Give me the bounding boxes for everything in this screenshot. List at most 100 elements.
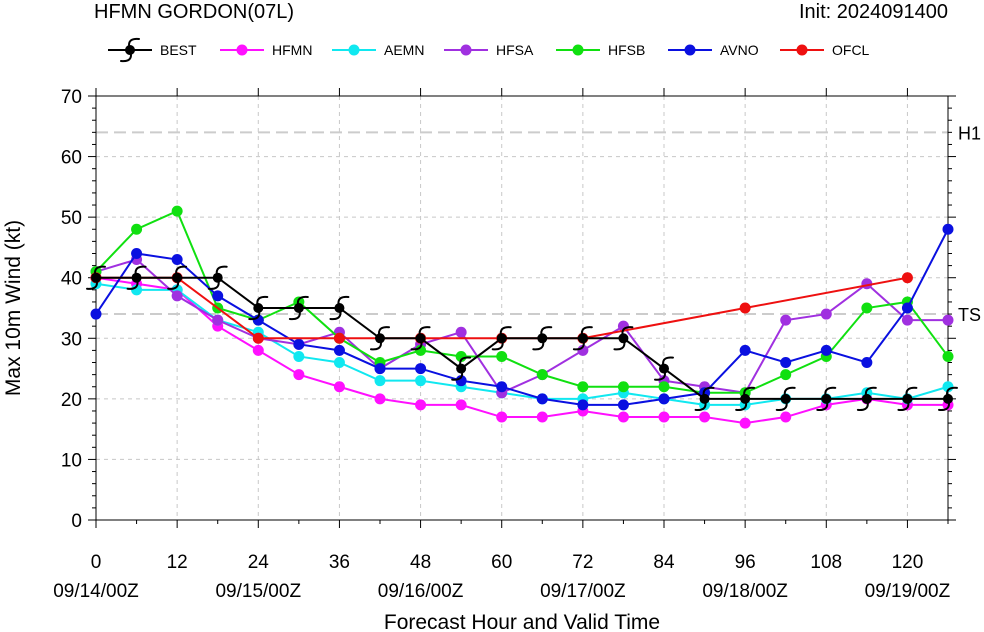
point-hfsb [496, 350, 508, 362]
point-hfsa [577, 344, 589, 356]
series-avno [90, 223, 954, 411]
plot-frame [95, 95, 949, 521]
point-aemn [415, 375, 427, 387]
best-track-marker [780, 393, 791, 404]
best-track-marker-arms [410, 326, 431, 351]
grid [95, 96, 948, 520]
series-line-avno [95, 228, 949, 406]
point-avno [455, 375, 467, 387]
point-hfsb [131, 223, 143, 235]
legend-marker [796, 44, 808, 56]
best-track-marker [699, 393, 710, 404]
point-hfmn [252, 344, 264, 356]
chart-title: HFMN GORDON(07L) [94, 1, 295, 23]
best-track-marker-arms [126, 265, 147, 290]
best-track-marker-arms [248, 295, 269, 321]
y-tick-label: 10 [61, 450, 82, 471]
point-aemn [131, 284, 143, 296]
legend-item-ofcl: OFCL [780, 42, 870, 58]
legend-marker [460, 44, 472, 56]
point-hfmn [374, 393, 386, 405]
point-hfmn [496, 411, 508, 423]
point-hfsb [536, 369, 548, 381]
best-track-marker [334, 303, 345, 313]
point-hfmn [780, 411, 792, 423]
best-track-marker [537, 333, 548, 344]
point-hfsa [780, 314, 792, 326]
point-avno [658, 393, 670, 405]
best-track-marker-arms [167, 265, 188, 290]
point-avno [617, 399, 629, 411]
y-tick-label: 20 [61, 390, 82, 411]
legend-item-hfsa: HFSA [444, 42, 534, 58]
x-tick-label: 108 [810, 552, 842, 573]
point-hfsa [901, 314, 913, 326]
series-line-aemn [95, 282, 949, 406]
best-track-marker-arms [491, 326, 512, 351]
best-track-marker [91, 272, 101, 283]
y-tick-label: 0 [71, 511, 82, 532]
init-time-label: Init: 2024091400 [798, 1, 948, 23]
x-tick-label: 0 [91, 552, 102, 573]
best-track-marker [943, 393, 953, 404]
best-track-marker-arms [775, 386, 796, 411]
point-hfsb [171, 205, 183, 217]
point-avno [820, 344, 832, 356]
point-hfsb [415, 344, 427, 356]
best-track-marker [821, 393, 832, 404]
point-avno [861, 357, 873, 369]
point-avno [942, 223, 954, 235]
legend-marker [236, 44, 248, 56]
best-track-marker-arms [329, 295, 350, 321]
point-hfsa [617, 320, 629, 332]
best-track-marker-arms [897, 386, 918, 411]
x-date-label: 09/14/00Z [53, 581, 139, 602]
legend-item-avno: AVNO [668, 42, 759, 58]
point-avno [131, 247, 143, 259]
x-tick-label: 72 [572, 552, 593, 573]
legend: BEST HFMN AEMN HFSA HFSB AVNO OFCL [108, 37, 870, 63]
legend-marker [348, 44, 360, 56]
legend-label: HFSB [608, 42, 645, 58]
legend-item-hfsb: HFSB [556, 42, 645, 58]
legend-item-best: BEST [108, 37, 197, 63]
point-hfmn [333, 381, 345, 393]
point-avno [536, 393, 548, 405]
point-hfsa [942, 314, 954, 326]
point-hfsb [617, 381, 629, 393]
y-tick-label: 40 [61, 269, 82, 290]
series-layer [86, 205, 958, 429]
legend-label: OFCL [832, 42, 870, 58]
legend-label: AVNO [720, 42, 759, 58]
point-avno [496, 381, 508, 393]
series-line-hfsb [95, 209, 949, 394]
best-track-marker [172, 272, 183, 283]
axes: 0 10 20 30 40 50 60 70 0 12 24 36 48 60 72 84 96 108 120 09… [53, 87, 956, 602]
best-track-marker [861, 393, 872, 404]
best-track-marker-arms [451, 356, 472, 381]
best-track-marker-arms [938, 386, 958, 411]
best-track-marker [131, 272, 142, 283]
legend-label: HFSA [496, 42, 534, 58]
legend-marker [684, 44, 696, 56]
point-ofcl [901, 272, 913, 284]
point-hfmn [293, 369, 305, 381]
point-avno [415, 363, 427, 375]
x-date-label: 09/15/00Z [215, 581, 301, 602]
legend-label: HFMN [272, 42, 312, 58]
legend-label: AEMN [384, 42, 424, 58]
point-hfsb [658, 381, 670, 393]
best-track-marker-arms [613, 326, 634, 351]
point-hfsa [212, 314, 224, 326]
point-ofcl [252, 332, 264, 344]
x-date-label: 09/18/00Z [702, 581, 788, 602]
point-avno [171, 254, 183, 266]
point-avno [212, 290, 224, 302]
legend-item-hfmn: HFMN [220, 42, 312, 58]
legend-item-aemn: AEMN [332, 42, 424, 58]
x-date-label: 09/19/00Z [865, 581, 951, 602]
best-track-marker-arms [856, 386, 877, 411]
x-tick-label: 96 [735, 552, 756, 573]
legend-marker [572, 44, 584, 56]
